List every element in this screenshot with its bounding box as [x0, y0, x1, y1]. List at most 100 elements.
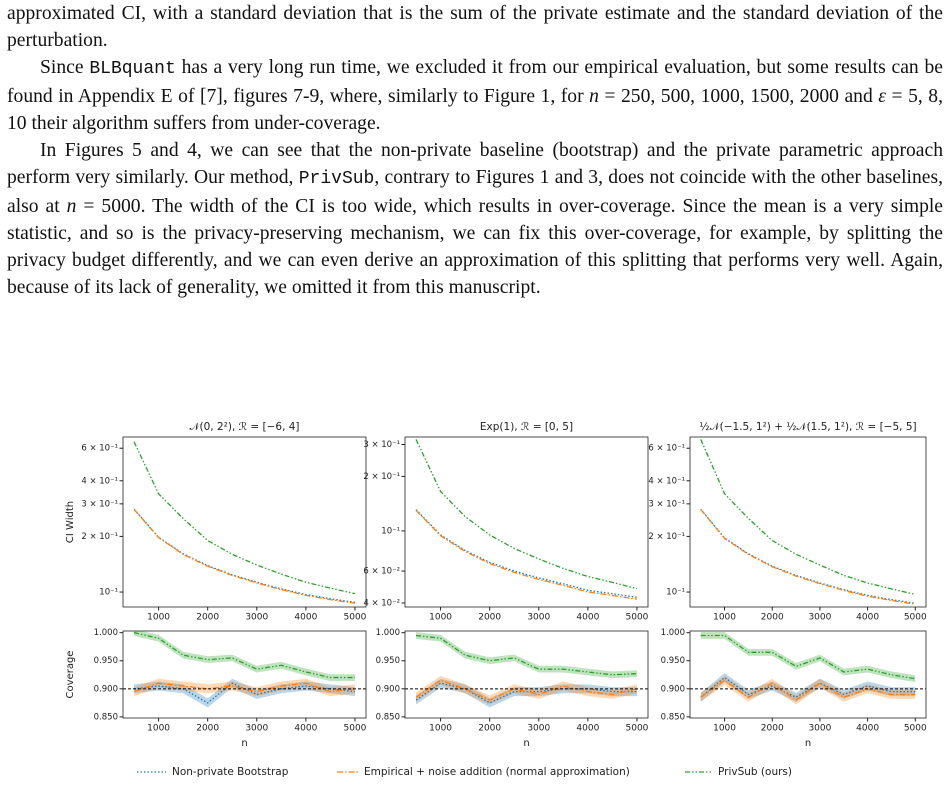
y-tick-label: 1.000 — [376, 628, 400, 638]
panel — [700, 439, 916, 605]
y-tick-label: 10⁻¹ — [381, 526, 400, 536]
y-tick-label: 6 × 10⁻¹ — [81, 444, 118, 454]
text-run: Since — [40, 57, 90, 78]
text-run: = 5000. The width of the CI is too wide,… — [7, 196, 944, 298]
y-tick-label: 0.900 — [94, 684, 118, 694]
text-run: has a very long run time, we excluded it… — [7, 57, 943, 107]
y-tick-label: 0.900 — [661, 684, 685, 694]
series-line — [700, 508, 916, 605]
confidence-band — [134, 678, 355, 708]
panel — [133, 631, 356, 708]
series-line — [415, 509, 638, 598]
x-tick-label: 2000 — [761, 724, 784, 734]
y-tick-label: 0.850 — [661, 712, 685, 722]
y-tick-label: 2 × 10⁻¹ — [81, 532, 118, 542]
y-tick-label: 6 × 10⁻¹ — [648, 444, 685, 454]
code-text: PrivSub — [298, 169, 375, 189]
y-tick-label: 2 × 10⁻¹ — [363, 472, 400, 482]
x-tick-label: 3000 — [245, 613, 268, 623]
x-tick-label: 4000 — [576, 724, 599, 734]
confidence-band — [700, 673, 916, 702]
x-tick-label: 1000 — [713, 724, 736, 734]
series-line — [700, 508, 916, 604]
y-tick-label: 0.850 — [94, 712, 118, 722]
plot-frame — [122, 630, 367, 719]
plot-frame — [404, 630, 649, 719]
x-tick-label: 3000 — [527, 724, 550, 734]
paragraph: In Figures 5 and 4, we can see that the … — [7, 137, 943, 301]
panel-title: Exp(1), ℛ = [0, 5] — [480, 421, 573, 433]
x-tick-label: 5000 — [344, 724, 367, 734]
x-tick-label: 3000 — [527, 613, 550, 623]
body-text: approximated CI, with a standard deviati… — [7, 0, 943, 301]
series-line — [415, 682, 637, 704]
y-tick-label: 4 × 10⁻¹ — [81, 476, 118, 486]
confidence-band — [134, 678, 355, 697]
x-tick-label: 1000 — [147, 724, 170, 734]
text-run: = 250, 500, 1000, 1500, 2000 and — [598, 86, 879, 107]
series-line — [700, 634, 916, 680]
series-line — [415, 634, 637, 676]
x-tick-label: 4000 — [856, 724, 879, 734]
x-axis-label: n — [523, 738, 529, 749]
y-axis-label: CI Width — [65, 501, 76, 543]
x-tick-label: 4000 — [856, 613, 879, 623]
y-tick-label: 10⁻¹ — [99, 588, 118, 598]
y-tick-label: 3 × 10⁻¹ — [363, 440, 400, 450]
y-tick-label: 6 × 10⁻² — [363, 567, 400, 577]
x-tick-label: 1000 — [429, 613, 452, 623]
confidence-band — [700, 632, 916, 683]
legend-label: PrivSub (ours) — [718, 766, 792, 778]
paragraph: Since BLBquant has a very long run time,… — [7, 54, 943, 137]
panel — [133, 441, 356, 604]
plot-frame — [122, 436, 367, 608]
y-tick-label: 2 × 10⁻¹ — [648, 532, 685, 542]
legend-label: Empirical + noise addition (normal appro… — [364, 766, 630, 778]
math-text: n — [589, 86, 599, 107]
y-tick-label: 0.950 — [376, 656, 400, 666]
text-run: approximated CI, with a standard deviati… — [7, 3, 943, 51]
math-text: n — [66, 196, 77, 217]
confidence-band — [416, 632, 637, 679]
y-tick-label: 4 × 10⁻² — [363, 598, 400, 608]
x-tick-label: 3000 — [808, 724, 831, 734]
text-run: = 5, 8, 10 their algorithm suffers from … — [7, 86, 944, 134]
y-tick-label: 3 × 10⁻¹ — [648, 499, 685, 509]
y-tick-label: 10⁻¹ — [666, 588, 685, 598]
y-tick-label: 0.950 — [661, 656, 685, 666]
y-tick-label: 0.950 — [94, 656, 118, 666]
plot-frame — [689, 436, 927, 608]
x-tick-label: 4000 — [576, 613, 599, 623]
series-line — [700, 439, 916, 596]
x-tick-label: 5000 — [626, 724, 649, 734]
confidence-band — [416, 675, 637, 705]
confidence-band — [416, 678, 637, 708]
legend-label: Non-private Bootstrap — [172, 766, 289, 778]
x-tick-label: 2000 — [478, 724, 501, 734]
x-tick-label: 3000 — [808, 613, 831, 623]
series-line — [415, 679, 638, 701]
series-line — [415, 509, 638, 600]
x-tick-label: 5000 — [904, 724, 927, 734]
series-line — [700, 676, 916, 698]
panel — [415, 439, 638, 600]
x-tick-label: 2000 — [196, 724, 219, 734]
figure: 𝒩(0, 2²), ℛ = [−6, 4] CI Width 1000 2000 300… — [65, 421, 927, 778]
x-axis-label: n — [241, 738, 247, 749]
x-tick-label: 2000 — [196, 613, 219, 623]
confidence-band — [134, 631, 355, 681]
panel-title: 𝒩(0, 2²), ℛ = [−6, 4] — [189, 421, 299, 433]
series-line — [133, 632, 355, 679]
paragraph: approximated CI, with a standard deviati… — [7, 0, 943, 54]
series-line — [133, 508, 356, 603]
panel — [700, 632, 916, 705]
y-tick-label: 3 × 10⁻¹ — [81, 499, 118, 509]
series-line — [133, 441, 356, 595]
x-tick-label: 1000 — [147, 613, 170, 623]
x-tick-label: 4000 — [294, 724, 317, 734]
x-tick-label: 5000 — [626, 613, 649, 623]
y-tick-label: 0.900 — [376, 684, 400, 694]
x-tick-label: 2000 — [761, 613, 784, 623]
x-tick-label: 4000 — [294, 613, 317, 623]
x-tick-label: 3000 — [245, 724, 268, 734]
